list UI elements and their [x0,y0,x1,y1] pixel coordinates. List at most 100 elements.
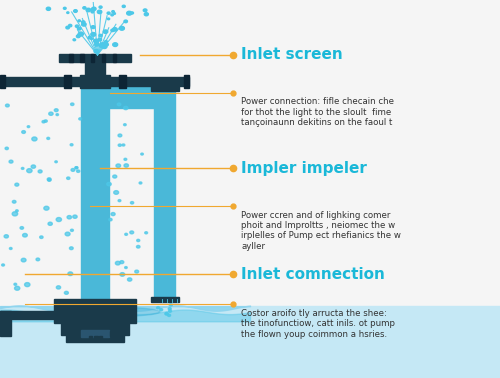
Circle shape [130,201,134,204]
Text: Inlet comnection: Inlet comnection [241,266,385,282]
Circle shape [71,169,75,171]
Circle shape [20,226,24,229]
Bar [0,75,5,88]
Circle shape [112,43,117,46]
Circle shape [55,161,58,163]
Circle shape [103,43,106,45]
Bar [0,311,66,319]
Circle shape [112,11,114,12]
Circle shape [67,12,69,14]
Circle shape [124,164,128,167]
Circle shape [77,35,80,37]
Circle shape [90,38,93,39]
Circle shape [83,7,86,9]
Circle shape [118,144,122,146]
Bar [80,75,110,88]
Circle shape [108,18,110,20]
Circle shape [124,20,128,23]
Circle shape [99,34,102,37]
Circle shape [4,235,8,238]
Circle shape [144,9,147,12]
Circle shape [116,164,120,167]
Text: Costor aroifo tly arructa the shee:
the tinofunctiow, catt inils. ot pump
the fl: Costor aroifo tly arructa the shee: the … [241,309,395,339]
Circle shape [48,112,53,115]
Circle shape [82,23,86,26]
Circle shape [73,215,77,218]
Circle shape [94,50,98,53]
Circle shape [48,222,52,225]
Circle shape [70,247,73,249]
Circle shape [14,283,16,285]
Bar [94,336,98,339]
Circle shape [54,109,58,112]
Bar [150,85,178,91]
Circle shape [144,13,148,16]
Circle shape [46,7,50,11]
Bar [69,54,72,62]
Circle shape [70,144,73,146]
Circle shape [120,26,124,30]
Bar [81,84,109,308]
Circle shape [98,11,102,14]
Circle shape [12,212,18,216]
Circle shape [47,137,50,139]
Circle shape [78,32,84,36]
Circle shape [118,134,122,137]
Circle shape [36,258,40,261]
Circle shape [100,43,104,46]
Circle shape [22,131,26,133]
Circle shape [160,308,162,311]
Circle shape [168,308,171,310]
Circle shape [116,261,120,265]
Circle shape [111,14,114,16]
Circle shape [118,200,121,202]
Circle shape [130,231,134,234]
Text: Power connection: fifle checain che
for thot the light to the sloult  fime
tanço: Power connection: fifle checain che for … [241,97,394,127]
Circle shape [99,6,102,8]
Circle shape [40,236,43,239]
Circle shape [122,5,125,8]
Circle shape [112,175,117,178]
Text: Inlet screen: Inlet screen [241,47,343,62]
Circle shape [125,233,128,235]
Circle shape [22,167,24,169]
Text: Power ccren and of lighking comer
phoit and Improltts , neiomec the w
irplelles : Power ccren and of lighking comer phoit … [241,211,401,251]
Circle shape [66,177,70,180]
Bar [85,62,105,77]
Circle shape [107,183,111,186]
Bar [0,306,500,378]
Bar [105,87,170,108]
Bar [66,334,124,342]
Circle shape [16,210,18,212]
Circle shape [104,40,108,43]
Circle shape [91,11,94,13]
Circle shape [76,25,78,27]
Circle shape [139,182,142,184]
Text: Impler impeler: Impler impeler [241,161,367,176]
Circle shape [124,158,127,160]
Circle shape [92,7,96,11]
Circle shape [112,28,117,31]
Circle shape [144,232,148,234]
Circle shape [26,169,32,173]
Circle shape [10,248,12,249]
Circle shape [74,10,78,12]
Circle shape [170,304,172,306]
Circle shape [100,45,103,47]
Bar [150,297,178,302]
Circle shape [91,33,96,36]
Circle shape [111,29,114,32]
Circle shape [168,314,170,316]
Circle shape [122,144,125,146]
Circle shape [113,13,116,14]
Circle shape [98,10,102,14]
Circle shape [120,273,124,276]
Circle shape [64,291,68,294]
Circle shape [109,218,112,221]
Circle shape [21,258,26,262]
Circle shape [66,26,70,29]
Circle shape [136,245,140,248]
Bar [113,54,116,62]
Bar [54,299,136,323]
Circle shape [124,266,127,268]
